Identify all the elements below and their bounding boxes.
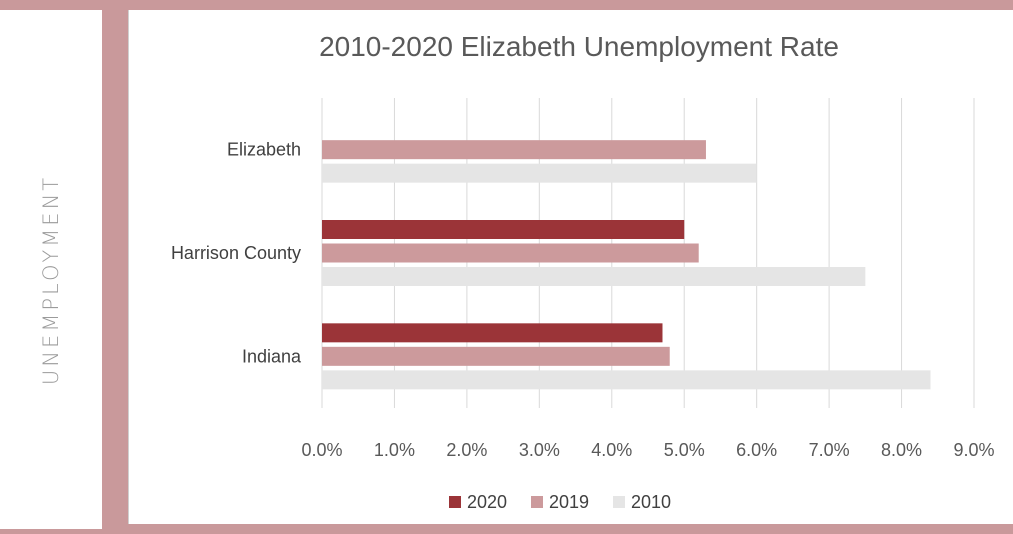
x-tick-labels: 0.0% 1.0% 2.0% 3.0% 4.0% 5.0% 6.0% 7.0% 8.0% 9.0% [301, 440, 994, 460]
bar-2019 [322, 140, 706, 160]
bars-group [322, 140, 931, 390]
bar-2010 [322, 370, 931, 390]
legend: 2020 2019 2010 [449, 492, 671, 512]
bar-2020 [322, 323, 663, 343]
side-panel: UNEMPLOYMENT [0, 10, 102, 529]
legend-label: 2010 [631, 492, 671, 512]
side-label: UNEMPLOYMENT [39, 174, 63, 386]
x-tick-label: 7.0% [809, 440, 850, 460]
bar-2010 [322, 267, 866, 286]
x-tick-label: 3.0% [519, 440, 560, 460]
legend-label: 2019 [549, 492, 589, 512]
chart-title: 2010-2020 Elizabeth Unemployment Rate [319, 31, 839, 62]
x-tick-label: 0.0% [301, 440, 342, 460]
bar-2019 [322, 243, 699, 263]
x-tick-label: 6.0% [736, 440, 777, 460]
x-tick-label: 5.0% [664, 440, 705, 460]
category-labels: Elizabeth Harrison County Indiana [171, 140, 302, 367]
legend-swatch [613, 496, 625, 508]
x-tick-label: 1.0% [374, 440, 415, 460]
bar-2020 [322, 220, 685, 239]
x-tick-label: 9.0% [953, 440, 994, 460]
bar-2019 [322, 346, 670, 366]
unemployment-bar-chart: 2010-2020 Elizabeth Unemployment Rate El… [171, 31, 995, 512]
category-label: Harrison County [171, 243, 301, 263]
category-label: Elizabeth [227, 140, 301, 160]
chart-card: 2010-2020 Elizabeth Unemployment Rate El… [128, 10, 1013, 524]
x-tick-label: 2.0% [446, 440, 487, 460]
x-tick-label: 4.0% [591, 440, 632, 460]
category-label: Indiana [242, 346, 302, 366]
x-tick-label: 8.0% [881, 440, 922, 460]
bar-2010 [322, 163, 757, 183]
legend-label: 2020 [467, 492, 507, 512]
legend-swatch [531, 496, 543, 508]
legend-swatch [449, 496, 461, 508]
